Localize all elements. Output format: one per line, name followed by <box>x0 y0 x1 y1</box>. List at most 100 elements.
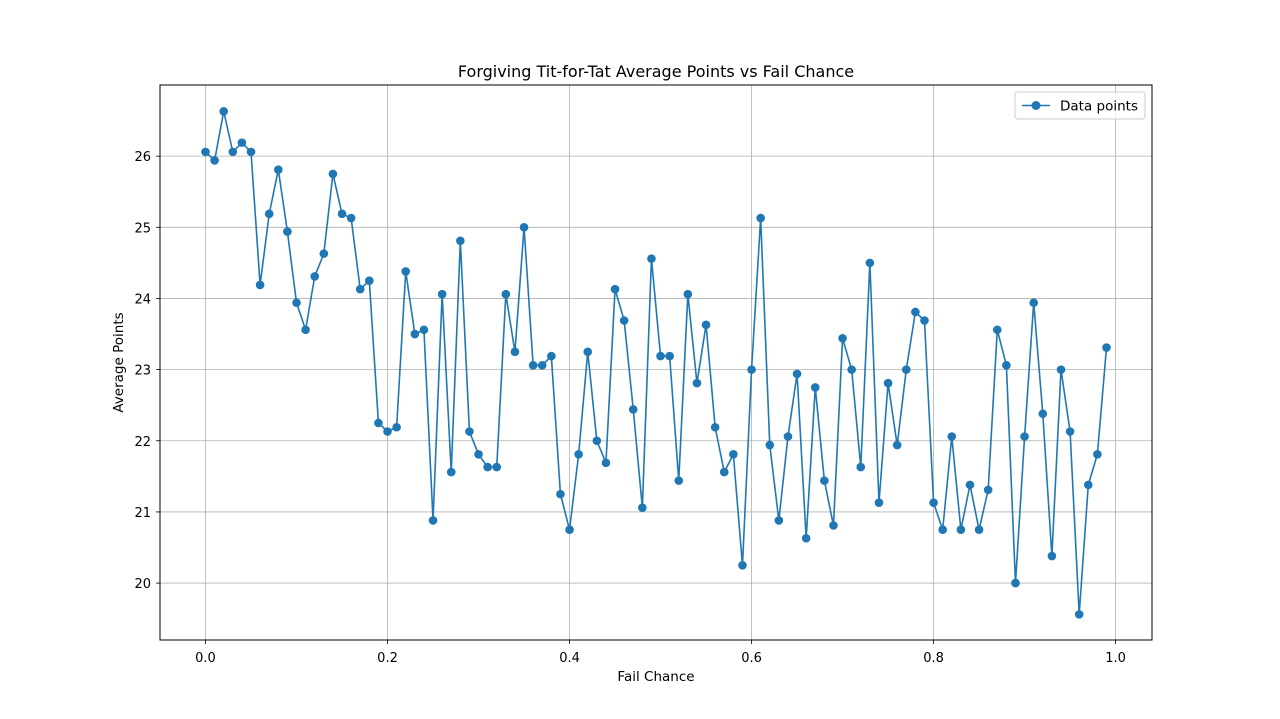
data-point <box>219 107 229 116</box>
data-point <box>474 449 483 459</box>
x-tick-label: 0.6 <box>741 651 762 666</box>
data-point <box>556 489 565 499</box>
data-point <box>829 521 838 530</box>
data-point <box>1002 361 1011 370</box>
data-point <box>901 365 911 374</box>
data-point <box>319 249 329 258</box>
data-point <box>956 525 966 535</box>
data-point <box>710 422 720 432</box>
data-point <box>437 289 447 299</box>
data-point <box>1093 449 1102 459</box>
data-point <box>774 516 784 525</box>
data-point <box>528 361 538 370</box>
data-point <box>810 383 820 392</box>
data-point <box>656 351 665 361</box>
data-point <box>938 525 947 535</box>
x-axis-label: Fail Chance <box>617 669 694 685</box>
data-point <box>383 427 392 436</box>
data-point <box>210 156 219 165</box>
data-point <box>801 533 811 543</box>
data-point <box>246 147 256 157</box>
data-point <box>820 476 829 485</box>
data-point <box>292 298 301 308</box>
data-point <box>583 347 593 357</box>
data-point <box>765 440 775 450</box>
data-point <box>911 307 920 317</box>
data-point <box>847 365 856 374</box>
y-tick-label: 24 <box>134 292 151 307</box>
data-point <box>1083 480 1093 490</box>
data-point <box>865 258 875 268</box>
series-line <box>204 110 1108 616</box>
data-point <box>410 329 420 339</box>
x-tick-label: 0.4 <box>559 651 580 666</box>
data-point <box>428 516 438 525</box>
data-point <box>974 525 984 535</box>
data-point <box>519 223 529 232</box>
data-point <box>537 361 547 370</box>
data-point <box>237 138 247 147</box>
y-tick-label: 20 <box>134 577 151 592</box>
data-point <box>947 432 957 441</box>
data-point <box>301 325 310 335</box>
data-point <box>1065 427 1075 436</box>
legend-entry-data-points: Data points <box>1060 99 1138 115</box>
data-point <box>592 436 602 446</box>
data-point <box>456 236 465 246</box>
data-point <box>638 503 647 512</box>
x-tick-label: 1.0 <box>1105 651 1126 666</box>
data-point <box>965 480 975 490</box>
data-point <box>1102 343 1111 352</box>
data-point <box>501 289 511 299</box>
data-point <box>719 467 729 477</box>
y-axis-ticks: 20 21 22 23 24 25 26 <box>134 150 160 592</box>
data-point <box>510 347 520 357</box>
data-point <box>792 369 802 379</box>
data-point <box>255 280 265 290</box>
grid-lines <box>160 85 1152 640</box>
data-point <box>701 320 711 330</box>
data-point <box>1074 610 1084 619</box>
data-point <box>401 267 411 276</box>
x-tick-label: 0.0 <box>195 651 216 666</box>
data-point <box>310 272 320 281</box>
data-point <box>1011 578 1020 588</box>
x-axis-ticks: 0.0 0.2 0.4 0.6 0.8 1.0 <box>195 640 1126 666</box>
data-point <box>992 325 1002 335</box>
data-point <box>446 467 456 477</box>
data-point <box>374 418 383 428</box>
data-point <box>337 209 347 219</box>
legend-box <box>1014 91 1146 120</box>
data-point <box>328 169 338 179</box>
data-point <box>783 432 793 441</box>
data-point <box>392 422 401 432</box>
series-layer <box>201 107 1111 619</box>
data-point <box>492 462 502 472</box>
y-tick-label: 25 <box>134 221 151 236</box>
y-tick-label: 23 <box>134 364 151 379</box>
data-point <box>565 525 574 535</box>
data-point <box>674 476 684 485</box>
data-point <box>465 427 474 436</box>
data-point <box>346 213 356 223</box>
data-point <box>1056 365 1066 374</box>
data-point <box>355 284 365 294</box>
data-point <box>729 449 738 459</box>
data-point <box>264 209 274 219</box>
data-point <box>665 351 674 361</box>
y-tick-label: 26 <box>134 150 151 165</box>
legend-series-marker <box>1031 101 1041 110</box>
y-axis-label: Average Points <box>111 312 127 412</box>
data-point <box>1020 432 1029 441</box>
data-point <box>201 147 210 157</box>
data-point <box>547 351 556 361</box>
data-point <box>856 462 866 472</box>
data-point <box>610 284 620 294</box>
chart-title: Forgiving Tit-for-Tat Average Points vs … <box>458 62 854 81</box>
data-point <box>647 254 656 263</box>
data-point <box>883 378 893 388</box>
data-point <box>1029 298 1038 308</box>
data-point <box>892 440 902 450</box>
data-point <box>1038 409 1048 419</box>
